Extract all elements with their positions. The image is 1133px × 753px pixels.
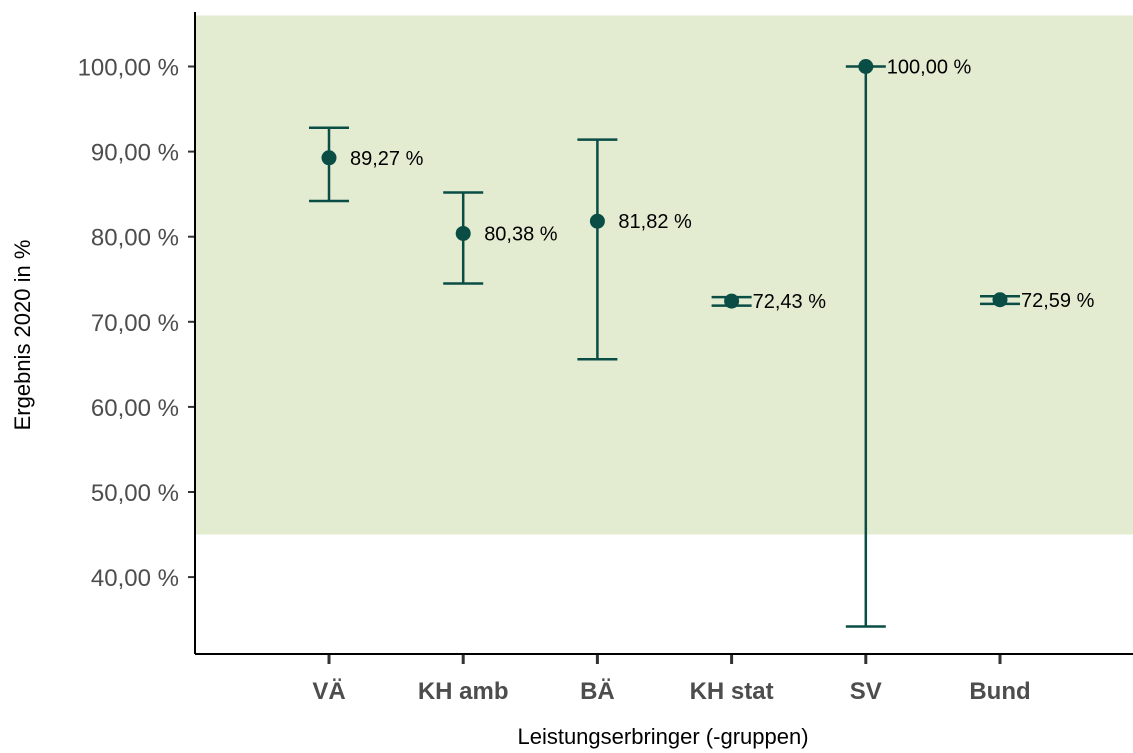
data-marks: 89,27 % 80,38 % 81,82 % 72,43 % 100,00 % 72,5…: [309, 57, 1095, 628]
reference-band: [195, 15, 1133, 535]
x-tick-label: KH amb: [418, 678, 509, 705]
y-tick-label: 80,00 %: [91, 225, 179, 252]
x-tick-label: BÄ: [580, 678, 615, 705]
data-point: [589, 213, 605, 229]
y-tick-label: 100,00 %: [78, 55, 179, 82]
data-label: 72,43 %: [753, 291, 827, 313]
y-axis-ticks: 40,00 % 50,00 % 60,00 % 70,00 % 80,00 % 90,00…: [78, 55, 195, 592]
data-label: 81,82 %: [618, 211, 692, 233]
data-point: [724, 293, 740, 309]
data-point: [992, 292, 1008, 308]
y-axis-title: Ergebnis 2020 in %: [10, 240, 35, 431]
data-label: 72,59 %: [1021, 290, 1095, 312]
x-tick-label: KH stat: [690, 678, 774, 705]
data-point: [455, 225, 471, 241]
x-axis-title: Leistungserbringer (-gruppen): [517, 724, 808, 749]
data-label: 89,27 %: [350, 148, 424, 170]
x-tick-label: Bund: [969, 678, 1030, 705]
x-axis-ticks: VÄ KH amb BÄ KH stat SV Bund: [312, 654, 1031, 705]
data-label: 100,00 %: [887, 57, 972, 79]
y-tick-label: 70,00 %: [91, 310, 179, 337]
y-tick-label: 40,00 %: [91, 565, 179, 592]
x-tick-label: SV: [850, 678, 882, 705]
y-tick-label: 60,00 %: [91, 395, 179, 422]
x-tick-label: VÄ: [312, 678, 345, 705]
data-point: [858, 59, 874, 74]
y-tick-label: 90,00 %: [91, 140, 179, 167]
y-tick-label: 50,00 %: [91, 480, 179, 507]
data-label: 80,38 %: [484, 223, 558, 245]
data-point: [321, 150, 337, 166]
